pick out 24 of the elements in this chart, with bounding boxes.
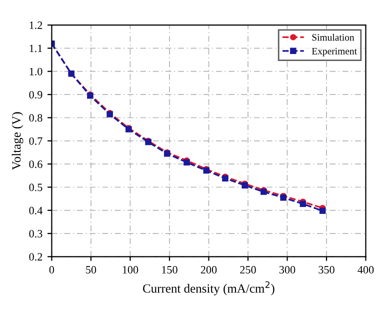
x-tick-label: 0 bbox=[49, 266, 54, 274]
legend-label: Experiment bbox=[312, 48, 357, 56]
x-tick-label: 50 bbox=[86, 266, 96, 274]
y-tick-label: 1.0 bbox=[30, 68, 42, 76]
y-tick-label: 0.8 bbox=[29, 114, 42, 122]
x-tick-label: 300 bbox=[279, 266, 296, 274]
legend-label: Simulation bbox=[312, 34, 354, 41]
x-tick-label: 250 bbox=[240, 266, 256, 274]
y-tick-label: 1.1 bbox=[30, 44, 42, 52]
x-tick-label: 150 bbox=[162, 266, 178, 274]
y-tick-label: 1.2 bbox=[30, 22, 42, 30]
y-tick-label: 0.5 bbox=[29, 184, 42, 192]
x-tick-label: 350 bbox=[318, 266, 334, 274]
y-tick-label: 0.4 bbox=[29, 206, 43, 214]
y-tick-label: 0.7 bbox=[29, 137, 42, 145]
y-tick-label: 0.3 bbox=[29, 230, 42, 238]
y-tick-label: 0.9 bbox=[29, 90, 42, 99]
y-axis-title: Voltage (V) bbox=[12, 112, 24, 170]
y-tick-label: 0.2 bbox=[29, 253, 42, 261]
y-tick-label: 0.6 bbox=[29, 160, 42, 168]
x-axis-title: Current density (mA/cm$^{2}$) bbox=[143, 281, 274, 296]
x-tick-label: 200 bbox=[200, 266, 217, 274]
x-tick-label: 100 bbox=[122, 266, 138, 274]
x-tick-label: 400 bbox=[358, 266, 374, 274]
